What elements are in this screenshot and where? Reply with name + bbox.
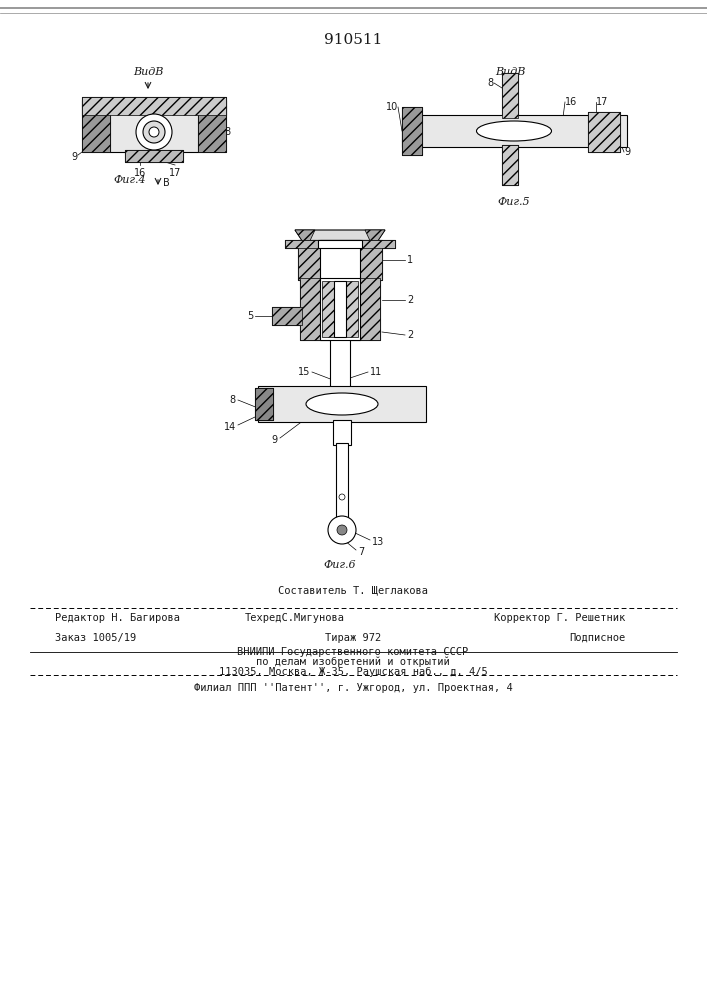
- Bar: [502, 73, 518, 118]
- Circle shape: [149, 127, 159, 137]
- Text: 2: 2: [407, 295, 414, 305]
- Text: Составитель Т. Щеглакова: Составитель Т. Щеглакова: [278, 585, 428, 595]
- Bar: [502, 145, 518, 185]
- Text: 15: 15: [298, 367, 310, 377]
- Text: 1: 1: [407, 255, 413, 265]
- Bar: [258, 386, 426, 422]
- Circle shape: [136, 114, 172, 150]
- Text: по делам изобретений и открытий: по делам изобретений и открытий: [256, 657, 450, 667]
- Bar: [285, 240, 395, 248]
- Bar: [198, 100, 226, 152]
- Bar: [588, 112, 620, 152]
- Text: 16: 16: [134, 168, 146, 178]
- Bar: [334, 281, 346, 337]
- Circle shape: [143, 121, 165, 143]
- Text: Филиал ППП ''Патент'', г. Ужгород, ул. Проектная, 4: Филиал ППП ''Патент'', г. Ужгород, ул. П…: [194, 683, 513, 693]
- Text: Корректор Г. Решетник: Корректор Г. Решетник: [493, 613, 625, 623]
- Bar: [298, 240, 382, 280]
- Bar: [333, 420, 351, 445]
- Bar: [300, 278, 320, 340]
- Bar: [82, 97, 226, 115]
- Bar: [322, 281, 334, 337]
- Circle shape: [337, 525, 347, 535]
- Polygon shape: [365, 230, 385, 245]
- Bar: [360, 278, 380, 340]
- Bar: [110, 100, 198, 152]
- Circle shape: [328, 516, 356, 544]
- Bar: [285, 240, 395, 248]
- Bar: [346, 281, 358, 337]
- Bar: [502, 73, 518, 118]
- Bar: [336, 443, 348, 522]
- Text: ВидВ: ВидВ: [133, 67, 163, 77]
- Bar: [402, 107, 422, 155]
- Bar: [198, 100, 226, 152]
- Text: Подписное: Подписное: [568, 633, 625, 643]
- Text: ТехредС.Мигунова: ТехредС.Мигунова: [245, 613, 345, 623]
- Bar: [82, 100, 110, 152]
- Text: ВидВ: ВидВ: [495, 67, 525, 77]
- Polygon shape: [295, 230, 315, 245]
- Bar: [330, 337, 350, 387]
- Text: 14: 14: [223, 422, 236, 432]
- Text: ВНИИПИ Государственного комитета СССР: ВНИИПИ Государственного комитета СССР: [238, 647, 469, 657]
- Bar: [82, 100, 110, 152]
- Bar: [502, 145, 518, 185]
- Bar: [402, 115, 627, 147]
- Polygon shape: [295, 230, 385, 245]
- Bar: [255, 388, 273, 420]
- Bar: [125, 150, 183, 162]
- Circle shape: [339, 494, 345, 500]
- Text: 9: 9: [624, 147, 630, 157]
- Text: 11: 11: [370, 367, 382, 377]
- Text: 2: 2: [407, 330, 414, 340]
- Text: 9: 9: [72, 152, 78, 162]
- Text: 910511: 910511: [324, 33, 382, 47]
- Text: Тираж 972: Тираж 972: [325, 633, 381, 643]
- Text: 9: 9: [272, 435, 278, 445]
- Text: Фиг.4: Фиг.4: [114, 175, 146, 185]
- Text: 8: 8: [488, 78, 494, 88]
- Bar: [298, 240, 320, 280]
- Bar: [318, 240, 362, 248]
- Text: 8: 8: [230, 395, 236, 405]
- Text: 10: 10: [386, 102, 398, 112]
- Bar: [272, 307, 302, 325]
- Text: 16: 16: [565, 97, 577, 107]
- Bar: [320, 278, 360, 340]
- Bar: [402, 107, 422, 155]
- Text: Заказ 1005/19: Заказ 1005/19: [55, 633, 136, 643]
- Ellipse shape: [477, 121, 551, 141]
- Text: Редактор Н. Багирова: Редактор Н. Багирова: [55, 613, 180, 623]
- Bar: [300, 278, 380, 340]
- Text: 8: 8: [224, 127, 230, 137]
- Text: 17: 17: [596, 97, 609, 107]
- Bar: [82, 97, 226, 115]
- Bar: [360, 240, 382, 280]
- Bar: [125, 150, 183, 162]
- Text: 7: 7: [358, 547, 364, 557]
- Ellipse shape: [306, 393, 378, 415]
- Text: Фиг.5: Фиг.5: [498, 197, 530, 207]
- Text: 2: 2: [172, 102, 178, 112]
- Text: 5: 5: [247, 311, 253, 321]
- Text: 17: 17: [169, 168, 181, 178]
- Bar: [320, 240, 360, 280]
- Text: B: B: [163, 178, 170, 188]
- Bar: [588, 112, 620, 152]
- Bar: [272, 307, 302, 325]
- Bar: [255, 388, 273, 420]
- Text: 13: 13: [372, 537, 384, 547]
- Text: 113035, Москва, Ж-35, Раушская наб., д. 4/5: 113035, Москва, Ж-35, Раушская наб., д. …: [218, 667, 487, 677]
- Text: Фиг.6: Фиг.6: [324, 560, 356, 570]
